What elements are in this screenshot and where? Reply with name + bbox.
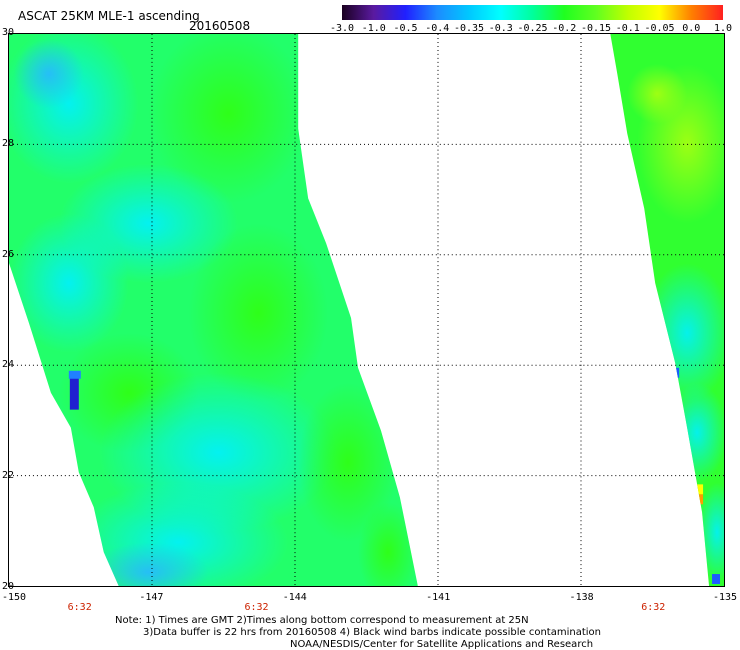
lat-lon-grid [9,34,724,586]
chart-date: 20160508 [189,19,251,33]
colorbar-tick-label: -0.15 [580,23,612,34]
chart-title: ASCAT 25KM MLE-1 ascending [18,9,200,23]
colorbar-tick-label: -0.3 [488,23,513,34]
x-tick-label: -135 [712,592,738,603]
y-tick-label: 20 [2,581,15,592]
y-tick-label: 26 [2,248,15,260]
colorbar-tick-label: 0.0 [682,23,701,34]
x-tick-label: -138 [569,592,594,603]
colorbar-tick-label: -0.35 [453,23,485,34]
colorbar-tick-label: -0.1 [615,23,640,34]
x-tick-label: -147 [139,592,164,603]
x-tick-label: -150 [1,592,27,603]
colorbar-tick-label: -0.2 [552,23,577,34]
swath-map [8,33,725,587]
colorbar-tick-label: -3.0 [329,23,355,34]
left-swath [9,34,418,586]
pass-time-label: 6:32 [244,602,269,613]
colorbar-tick-label: 1.0 [713,23,733,34]
note-line-2: 3)Data buffer is 22 hrs from 20160508 4)… [143,627,601,638]
colorbar-tick-label: -0.5 [393,23,418,34]
colorbar-tick-label: -0.05 [644,23,675,34]
x-tick-label: -141 [426,592,451,603]
colorbar [342,5,723,20]
pass-time-label: 6:32 [641,602,666,613]
y-tick-label: 28 [2,137,15,149]
x-tick-label: -144 [282,592,307,603]
colorbar-tick-label: -1.0 [361,23,386,34]
note-line-1: Note: 1) Times are GMT 2)Times along bot… [115,615,529,626]
pass-time-label: 6:32 [67,602,92,613]
y-tick-label: 24 [2,359,15,371]
right-swath [610,34,724,586]
colorbar-tick-label: -0.4 [425,23,450,34]
y-tick-label: 22 [2,470,15,482]
y-tick-label: 30 [2,27,15,38]
colorbar-tick-label: -0.25 [517,23,548,34]
note-line-3: NOAA/NESDIS/Center for Satellite Applica… [290,639,594,650]
